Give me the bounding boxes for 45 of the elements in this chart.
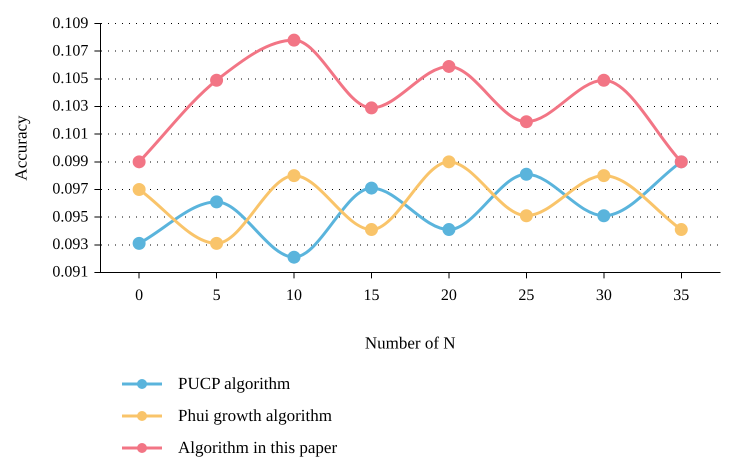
point	[132, 182, 146, 196]
x-axis-title: Number of N	[364, 333, 456, 352]
x-tick-label: 5	[212, 287, 221, 304]
point	[520, 209, 533, 222]
point	[132, 155, 146, 168]
x-tick-label: 20	[440, 287, 457, 304]
point	[364, 223, 378, 236]
point	[288, 169, 301, 182]
y-axis-title: Accuracy	[12, 114, 31, 181]
point	[597, 169, 610, 182]
y-tick-label: 0.105	[52, 70, 88, 88]
y-tick-label: 0.099	[52, 153, 88, 170]
point	[364, 101, 378, 114]
point	[442, 155, 456, 168]
point	[210, 236, 224, 250]
point	[364, 182, 378, 195]
y-tick-label: 0.103	[52, 98, 88, 115]
point	[210, 74, 224, 87]
y-tick-label: 0.101	[52, 125, 88, 142]
legend-label: Algorithm in this paper	[178, 438, 338, 458]
x-tick-label: 15	[363, 287, 380, 304]
y-tick-label: 0.097	[52, 180, 88, 198]
x-tick-label: 25	[518, 287, 534, 304]
point	[288, 250, 301, 264]
y-tick-label: 0.109	[52, 14, 88, 32]
point	[520, 115, 533, 128]
x-tick-label: 35	[673, 287, 690, 304]
x-tick-label: 10	[286, 287, 302, 304]
point	[442, 223, 456, 236]
point	[674, 223, 688, 236]
point	[597, 74, 610, 87]
y-tick-label: 0.095	[52, 208, 88, 226]
point	[210, 195, 224, 208]
point	[520, 168, 533, 181]
x-tick-label: 30	[596, 287, 612, 304]
point	[132, 236, 146, 250]
point	[442, 60, 456, 73]
legend-label: Phui growth algorithm	[178, 406, 332, 426]
y-tick-label: 0.093	[52, 236, 88, 253]
point	[597, 209, 610, 222]
x-tick-label: 0	[135, 287, 144, 304]
point	[288, 34, 301, 47]
y-tick-label: 0.091	[52, 264, 88, 281]
y-tick-label: 0.107	[52, 42, 88, 60]
legend-label: PUCP algorithm	[178, 374, 290, 394]
